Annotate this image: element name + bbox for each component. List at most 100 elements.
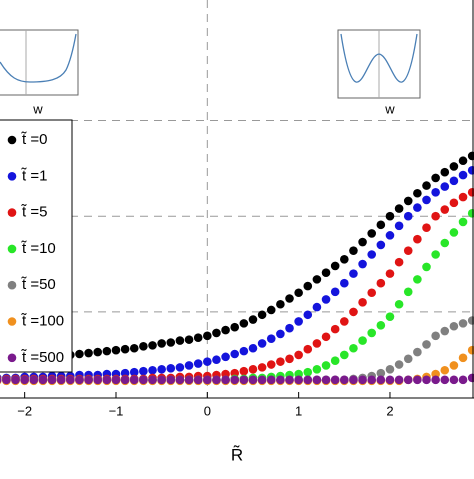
point: [212, 355, 221, 365]
point: [440, 238, 450, 248]
point: [349, 269, 358, 278]
inset-frame: [0, 29, 79, 96]
point: [184, 361, 194, 370]
point: [129, 367, 139, 377]
point: [20, 375, 29, 385]
legend-label: t̃ =100: [20, 312, 64, 329]
point: [175, 375, 185, 385]
point: [413, 347, 422, 357]
point: [467, 373, 474, 383]
point: [321, 375, 331, 385]
point: [203, 357, 212, 366]
point: [449, 375, 459, 385]
point: [467, 188, 474, 197]
point: [449, 321, 459, 331]
x-tick-label: −1: [109, 403, 124, 418]
inset-left: w: [0, 29, 79, 116]
point: [449, 198, 459, 208]
point: [385, 312, 395, 321]
point: [303, 375, 313, 385]
point: [56, 375, 66, 385]
point: [403, 375, 413, 385]
point: [248, 364, 258, 374]
point: [458, 375, 468, 385]
x-tick-label: −2: [17, 403, 32, 418]
point: [431, 173, 440, 183]
point: [66, 375, 75, 385]
inset-curve: [340, 33, 418, 83]
point: [403, 287, 413, 297]
point: [230, 375, 240, 385]
point: [47, 375, 57, 385]
point: [129, 375, 139, 385]
point: [193, 359, 203, 368]
point: [449, 162, 459, 171]
point: [330, 356, 340, 365]
point: [257, 339, 267, 348]
point: [139, 375, 148, 385]
point: [440, 182, 450, 191]
legend-swatch: [7, 353, 17, 363]
point: [385, 231, 395, 240]
point: [157, 339, 166, 348]
point: [257, 310, 267, 320]
point: [312, 375, 322, 385]
point: [349, 343, 358, 353]
point: [394, 257, 404, 267]
point: [166, 364, 176, 373]
point: [394, 360, 404, 369]
point: [120, 344, 130, 354]
point: [449, 176, 459, 186]
point: [111, 375, 121, 385]
point: [394, 204, 404, 213]
point: [385, 375, 395, 385]
point: [184, 335, 194, 344]
point: [266, 334, 276, 343]
point: [303, 344, 313, 354]
point: [276, 375, 285, 385]
point: [321, 268, 331, 277]
point: [385, 364, 395, 374]
point: [367, 328, 377, 338]
legend-swatch: [7, 208, 17, 217]
point: [422, 181, 431, 190]
point: [385, 269, 395, 278]
point: [239, 346, 249, 356]
point: [358, 298, 367, 307]
point: [376, 320, 386, 330]
point: [458, 170, 468, 180]
point: [257, 363, 267, 372]
point: [431, 375, 440, 385]
legend-label: t̃ =1: [20, 167, 47, 184]
point: [403, 354, 413, 364]
point: [303, 310, 313, 320]
point: [285, 323, 294, 333]
point: [84, 348, 93, 358]
point: [294, 317, 303, 326]
data-points: [0, 151, 474, 386]
point: [294, 375, 303, 385]
legend-swatch: [7, 135, 17, 145]
point: [413, 234, 422, 244]
point: [29, 375, 39, 385]
point: [276, 357, 285, 366]
point: [358, 375, 367, 385]
point: [266, 305, 276, 315]
point: [157, 364, 166, 374]
point: [266, 360, 276, 369]
point: [376, 375, 386, 385]
point: [467, 345, 474, 355]
point: [75, 349, 84, 359]
point: [193, 375, 203, 385]
point: [0, 376, 2, 384]
point: [458, 156, 468, 166]
point: [358, 259, 367, 269]
point: [221, 352, 230, 362]
point: [413, 203, 422, 212]
point: [440, 205, 450, 214]
legend: t̃ =0 t̃ =1 t̃ =5 t̃ =10 t̃ =50 t̃ =100 t̃ =50…: [0, 119, 73, 373]
point: [467, 209, 474, 218]
legend-label: t̃ =5: [20, 204, 47, 221]
point: [458, 319, 468, 328]
